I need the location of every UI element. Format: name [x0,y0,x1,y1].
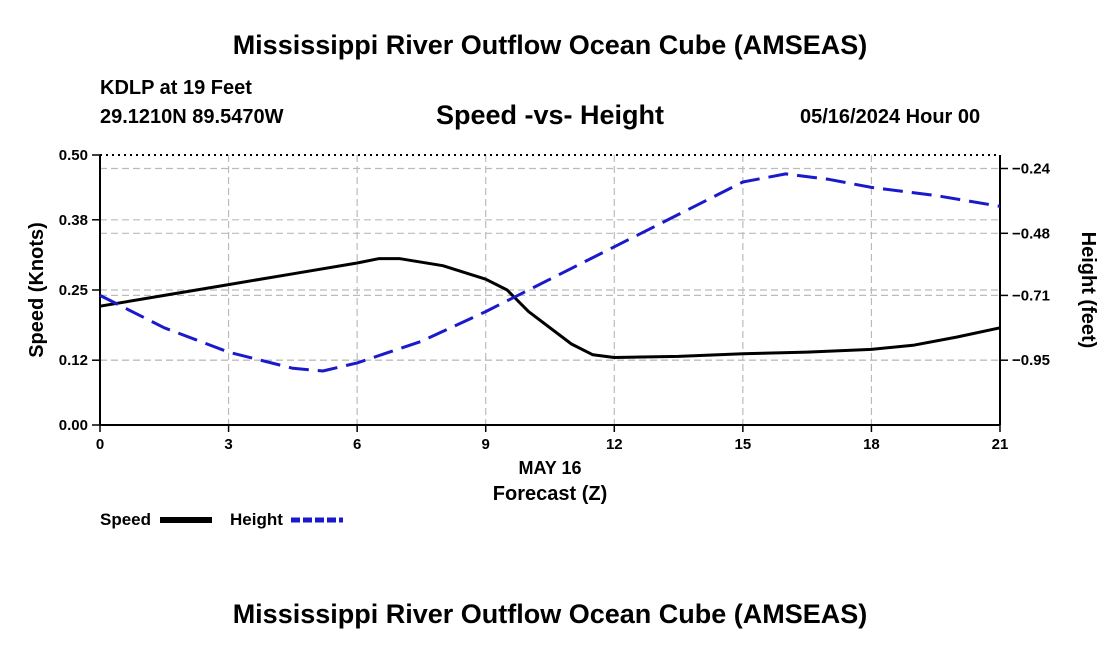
y-tick-label: 0.12 [59,352,88,369]
y2-tick-label: −0.48 [1012,225,1050,242]
y-axis-label: Speed (Knots) [26,222,48,358]
speed-series-line [99,257,1001,359]
page-title: Mississippi River Outflow Ocean Cube (AM… [232,30,868,60]
x-axis-date-label: MAY 16 [518,458,581,478]
x-tick-label: 18 [863,436,880,453]
station-label: KDLP at 19 Feet [100,77,252,99]
x-tick-label: 15 [735,436,752,453]
y2-tick-label: −0.95 [1012,352,1050,369]
y-tick-label: 0.25 [59,282,88,299]
x-tick-label: 3 [224,436,232,453]
x-tick-label: 0 [96,436,104,453]
height-series-line [99,172,1001,373]
forecast-datetime: 05/16/2024 Hour 00 [800,106,981,128]
y-tick-label: 0.38 [59,212,88,229]
y2-tick-label: −0.24 [1012,161,1051,178]
station-coordinates: 29.1210N 89.5470W [100,106,284,128]
x-tick-label: 21 [992,436,1009,453]
x-tick-label: 6 [353,436,361,453]
chart-title: Speed -vs- Height [435,100,665,130]
x-axis-label: Forecast (Z) [493,483,607,505]
footer-title: Mississippi River Outflow Ocean Cube (AM… [232,599,868,629]
x-tick-label: 12 [606,436,623,453]
y2-axis-label: Height (feet) [1077,232,1099,349]
y2-tick-label: −0.71 [1012,287,1050,304]
legend-speed-label: Speed [100,510,152,529]
y-tick-label: 0.00 [59,417,88,434]
y-tick-label: 0.50 [59,147,88,164]
x-tick-label: 9 [482,436,490,453]
legend-height-label: Height [230,510,283,529]
